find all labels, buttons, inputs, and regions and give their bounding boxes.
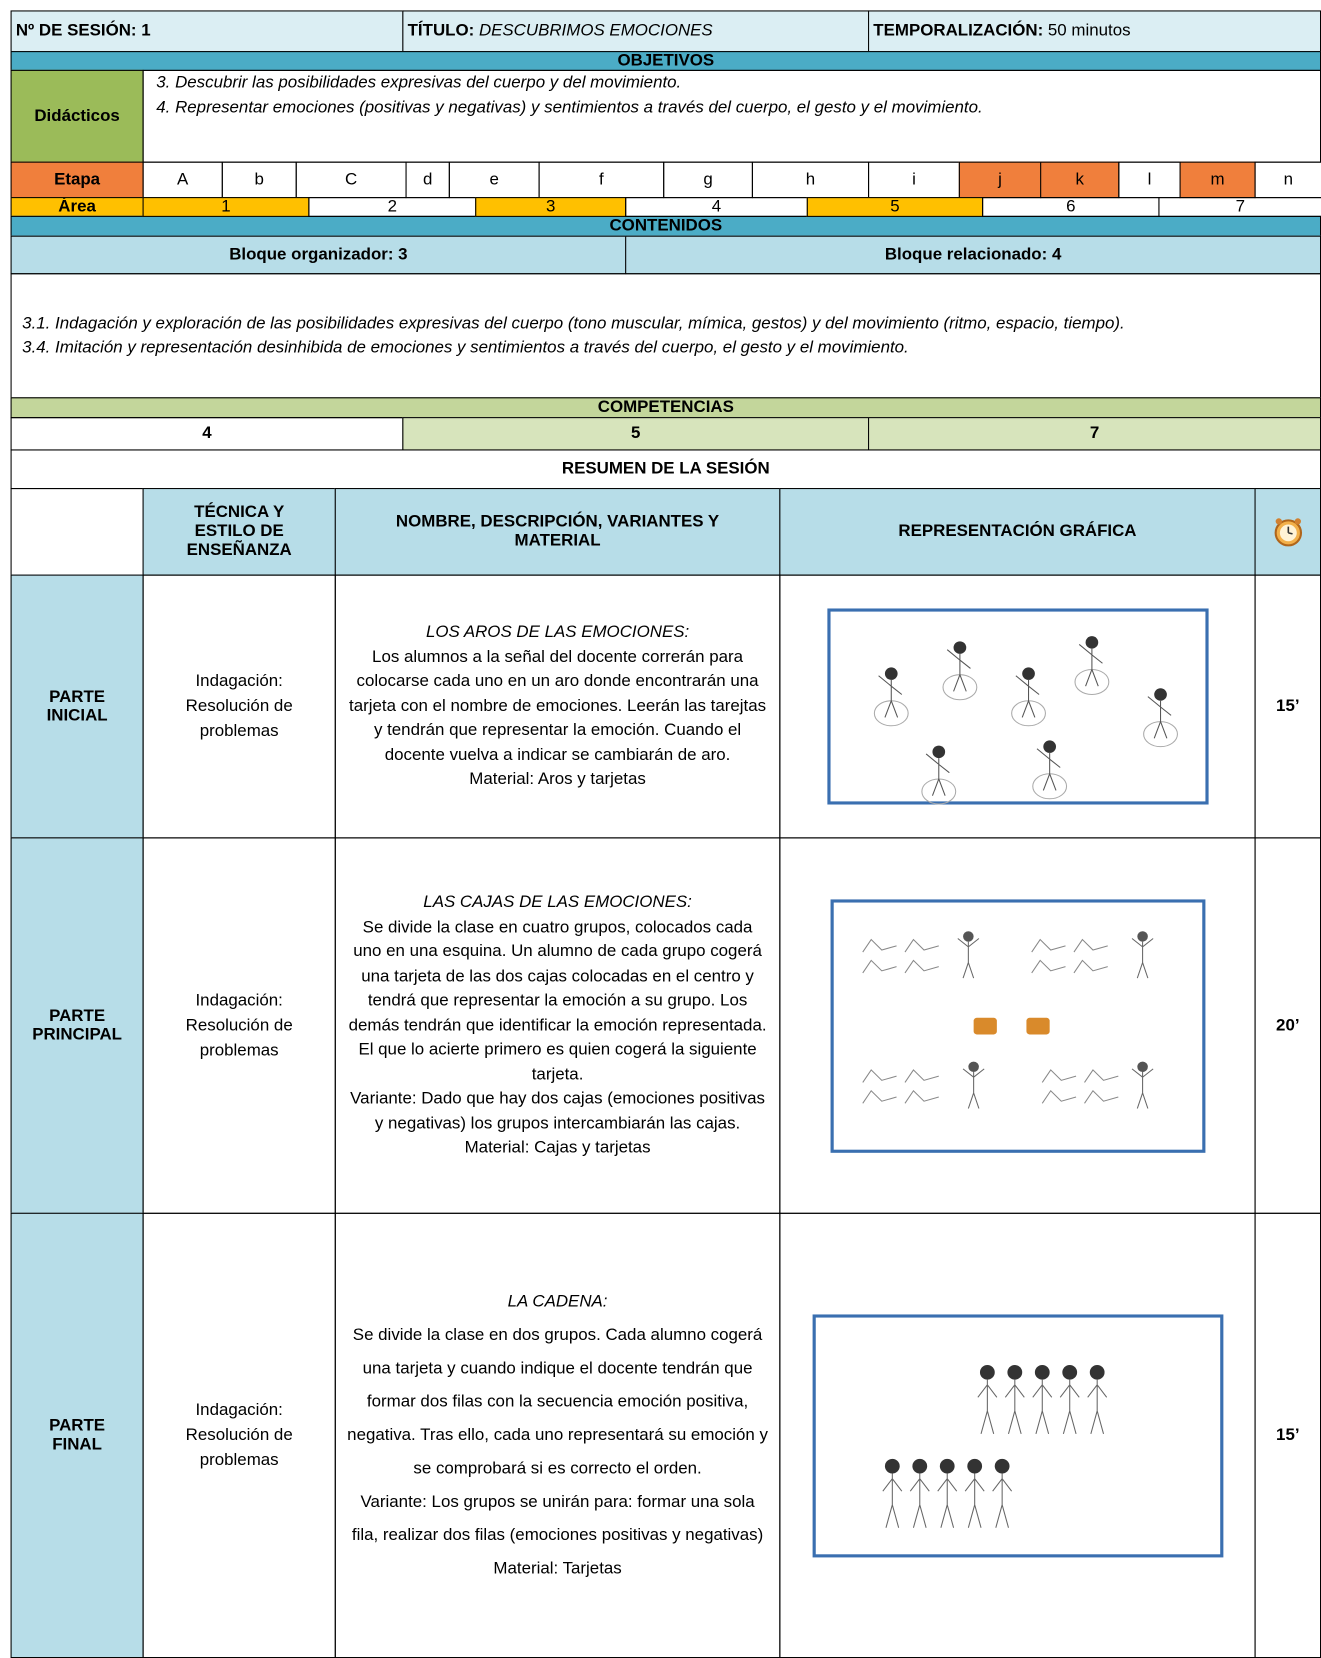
section-heading: RESUMEN DE LA SESIÓN [10, 449, 1321, 490]
activity-paragraph: Se divide la clase en cuatro grupos, col… [348, 918, 767, 1084]
graphic-cell [779, 837, 1256, 1214]
area-cell: 2 [308, 197, 477, 217]
duration: 15’ [1254, 1212, 1321, 1658]
column-header: TÉCNICA Y ESTILO DE ENSEÑANZA [142, 488, 336, 576]
graphic-cell [779, 1212, 1256, 1658]
section-heading: CONTENIDOS [10, 215, 1321, 237]
stage-cell: i [868, 161, 960, 199]
stage-cell: h [751, 161, 870, 199]
duration: 15’ [1254, 574, 1321, 839]
contents-cell: 3.1. Indagación y exploración de las pos… [10, 273, 1321, 399]
competence: 4 [10, 417, 404, 451]
competence: 5 [402, 417, 870, 451]
row-label: Área [10, 197, 144, 217]
stage-cell: m [1179, 161, 1256, 199]
stage-cell: k [1040, 161, 1120, 199]
time-cell: TEMPORALIZACIÓN: 50 minutos [868, 10, 1321, 53]
activity-name: LA CADENA: [507, 1292, 608, 1311]
stage-cell: A [142, 161, 223, 199]
label: TÍTULO: [407, 21, 475, 40]
stage-cell: l [1118, 161, 1181, 199]
technique: Indagación: Resolución de problemas [142, 574, 336, 839]
stage-cell: g [663, 161, 753, 199]
stage-cell: n [1254, 161, 1321, 199]
activity-illustration [830, 898, 1205, 1153]
activity-paragraph: Variante: Los grupos se unirán para: for… [351, 1492, 764, 1544]
empty-cell [10, 488, 144, 576]
session-cell: Nº DE SESIÓN: 1 [10, 10, 404, 53]
value: DESCUBRIMOS EMOCIONES [478, 21, 713, 40]
block-cell: Bloque organizador: 3 [10, 235, 627, 275]
activity-paragraph: Se divide la clase en dos grupos. Cada a… [347, 1325, 768, 1478]
objective: 3. Descubrir las posibilidades expresiva… [156, 74, 682, 92]
competence: 7 [868, 417, 1321, 451]
stage-cell: b [221, 161, 297, 199]
activity-illustration [812, 1313, 1223, 1557]
stage-cell: j [958, 161, 1042, 199]
activity-paragraph: Material: Aros y tarjetas [469, 770, 646, 789]
stage-cell: C [295, 161, 407, 199]
activity-paragraph: Material: Cajas y tarjetas [464, 1138, 651, 1157]
area-cell: 4 [625, 197, 808, 217]
value: 50 minutos [1047, 21, 1131, 40]
row-label: Etapa [10, 161, 144, 199]
stage-cell: e [448, 161, 540, 199]
clock-header [1254, 488, 1321, 576]
column-header: NOMBRE, DESCRIPCIÓN, VARIANTES Y MATERIA… [334, 488, 781, 576]
objective: 4. Representar emociones (positivas y ne… [156, 99, 983, 117]
activity-paragraph: Material: Tarjetas [493, 1559, 622, 1578]
section-heading: OBJETIVOS [10, 51, 1321, 71]
row-label: Didácticos [10, 69, 144, 163]
label: Nº DE SESIÓN: [15, 21, 137, 40]
part-label: PARTE INICIAL [10, 574, 144, 839]
activity-paragraph: Los alumnos a la señal del docente corre… [349, 648, 767, 765]
activity-cell: LA CADENA: Se divide la clase en dos grup… [334, 1212, 781, 1658]
area-cell: 5 [806, 197, 984, 217]
activity-illustration [826, 608, 1209, 805]
section-heading: COMPETENCIAS [10, 397, 1321, 419]
label: TEMPORALIZACIÓN: [873, 21, 1044, 40]
technique: Indagación: Resolución de problemas [142, 837, 336, 1214]
content-item: 3.1. Indagación y exploración de las pos… [22, 314, 1125, 333]
title-cell: TÍTULO: DESCUBRIMOS EMOCIONES [402, 10, 870, 53]
area-cell: 6 [982, 197, 1160, 217]
stage-cell: d [405, 161, 450, 199]
activity-cell: LOS AROS DE LAS EMOCIONES: Los alumnos a … [334, 574, 781, 839]
column-header: REPRESENTACIÓN GRÁFICA [779, 488, 1256, 576]
duration: 20’ [1254, 837, 1321, 1214]
part-label: PARTE FINAL [10, 1212, 144, 1658]
activity-name: LOS AROS DE LAS EMOCIONES: [425, 623, 690, 642]
technique: Indagación: Resolución de problemas [142, 1212, 336, 1658]
area-cell: 1 [142, 197, 310, 217]
objectives-cell: 3. Descubrir las posibilidades expresiva… [142, 69, 1321, 163]
stage-cell: f [538, 161, 665, 199]
graphic-cell [779, 574, 1256, 839]
activity-name: LAS CAJAS DE LAS EMOCIONES: [423, 893, 692, 912]
content-item: 3.4. Imitación y representación desinhib… [22, 338, 909, 357]
area-cell: 3 [475, 197, 627, 217]
activity-cell: LAS CAJAS DE LAS EMOCIONES: Se divide la … [334, 837, 781, 1214]
block-cell: Bloque relacionado: 4 [625, 235, 1321, 275]
activity-paragraph: Variante: Dado que hay dos cajas (emocio… [350, 1089, 765, 1133]
part-label: PARTE PRINCIPAL [10, 837, 144, 1214]
area-cell: 7 [1158, 197, 1321, 217]
value: 1 [141, 21, 151, 40]
clock-icon [1274, 518, 1302, 547]
